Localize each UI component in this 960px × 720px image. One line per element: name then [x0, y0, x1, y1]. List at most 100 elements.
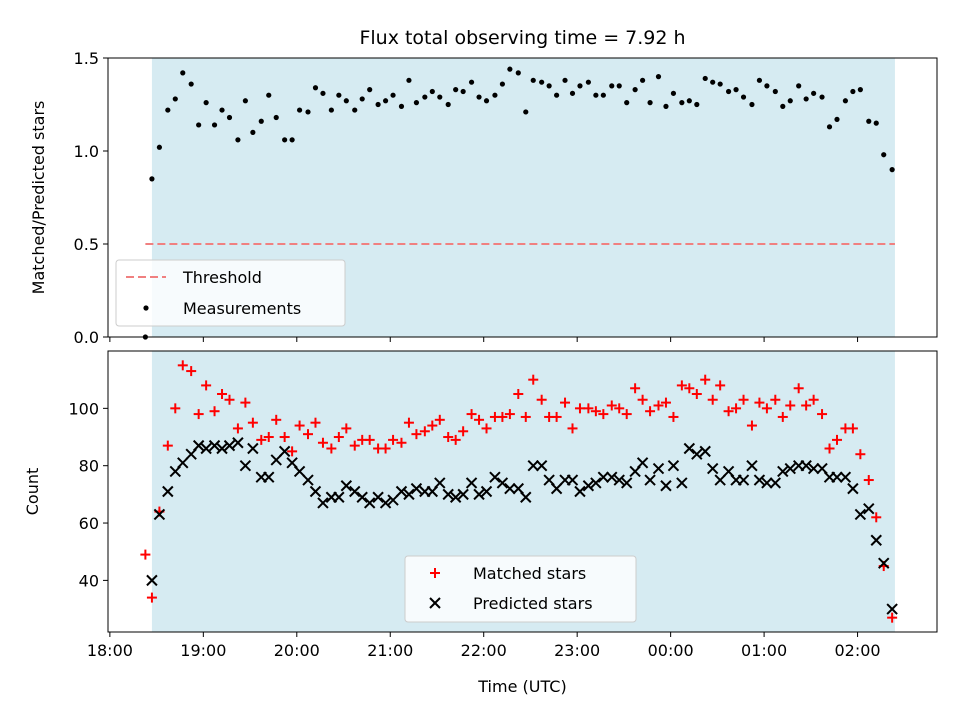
measurement-point	[609, 83, 615, 89]
y-tick-label: 60	[79, 514, 99, 533]
matched-star-point	[528, 374, 539, 385]
measurement-point	[819, 94, 825, 100]
predicted-star-point	[434, 477, 446, 489]
measurement-point	[585, 79, 591, 85]
top-y-axis-ticks: 0.0 0.5 1.0 1.5	[74, 49, 108, 347]
measurement-point	[811, 90, 817, 96]
matched-star-point	[731, 403, 742, 414]
matched-star-point	[754, 397, 765, 408]
predicted-star-point	[753, 474, 766, 486]
matched-star-point	[403, 417, 414, 428]
matched-star-point	[793, 383, 804, 394]
measurement-point	[624, 100, 630, 106]
predicted-star-point	[263, 471, 275, 483]
predicted-star-point	[574, 485, 586, 498]
measurement-point	[499, 81, 506, 87]
matched-star-point	[560, 397, 571, 408]
measurement-point	[266, 92, 272, 98]
measurement-point	[733, 87, 739, 93]
matched-star-point	[279, 432, 290, 443]
matched-star-point	[294, 420, 305, 431]
x-tick-label: 19:00	[180, 641, 226, 660]
matched-star-point	[691, 389, 702, 400]
matched-star-point	[177, 360, 188, 371]
matched-star-point	[303, 429, 314, 440]
predicted-star-point	[223, 439, 236, 452]
measurement-point	[562, 77, 568, 83]
matched-star-point	[427, 420, 438, 431]
predicted-star-point	[597, 471, 610, 483]
predicted-star-point	[473, 488, 485, 501]
measurement-point	[873, 120, 879, 126]
bottom-y-axis-label: Count	[23, 468, 42, 516]
measurement-point	[787, 98, 793, 104]
measurement-point	[219, 107, 225, 113]
predicted-star-point	[302, 474, 314, 486]
matched-star-point	[567, 423, 578, 434]
top-legend: Threshold Measurements	[115, 259, 346, 327]
measurement-point	[530, 77, 536, 83]
measurement-point	[569, 90, 576, 96]
matched-star-point	[630, 383, 641, 394]
matched-star-point	[380, 443, 391, 454]
measurement-point	[328, 107, 334, 113]
matched-star-point	[684, 383, 695, 394]
predicted-star-point	[699, 445, 711, 458]
predicted-star-point	[831, 471, 843, 483]
predicted-star-point	[644, 474, 656, 486]
measurement-point	[663, 103, 669, 109]
matched-star-point	[847, 423, 858, 434]
measurement-point	[756, 77, 763, 83]
bottom-axes-frame	[107, 350, 938, 633]
matched-star-point	[583, 403, 594, 414]
predicted-star-point	[582, 480, 595, 492]
predicted-star-point	[410, 482, 423, 495]
predicted-star-point	[457, 488, 469, 501]
matched-star-point	[256, 434, 267, 445]
measurement-point	[749, 101, 755, 108]
measurement-point	[476, 94, 482, 100]
measurement-point	[686, 98, 692, 104]
measurement-point	[515, 70, 521, 76]
predicted-star-point	[387, 494, 399, 506]
top-y-axis-label: Matched/Predicted stars	[29, 101, 48, 295]
predicted-star-point	[309, 485, 322, 498]
measurement-point	[305, 109, 311, 115]
top-legend-box	[115, 259, 346, 327]
matched-star-point	[801, 400, 812, 411]
predicted-star-point	[784, 462, 796, 475]
measurement-point	[600, 92, 606, 98]
matched-star-point	[676, 380, 687, 391]
matched-star-point	[551, 411, 562, 422]
predicted-star-point	[613, 474, 625, 486]
measurement-point	[725, 88, 732, 95]
measurement-point	[367, 87, 373, 93]
matched-star-point	[785, 400, 796, 411]
matched-star-point	[746, 420, 757, 431]
measurement-point	[296, 107, 303, 113]
measurement-point	[352, 107, 358, 113]
measurement-point	[740, 94, 747, 100]
matched-star-point	[871, 512, 882, 523]
matched-star-point	[637, 394, 648, 405]
x-axis-label: Time (UTC)	[477, 677, 566, 696]
matched-star-point	[466, 409, 477, 420]
bottom-x-axis-ticks: 18:00 19:00 20:00 21:00 22:00 23:00 00:00 01:00…	[87, 632, 881, 660]
x-tick-label: 22:00	[461, 641, 507, 660]
y-tick-label: 0.0	[74, 328, 99, 347]
legend-plus-marker	[430, 568, 440, 578]
predicted-star-point	[839, 471, 852, 483]
matched-star-point	[536, 394, 547, 405]
measurement-point	[343, 98, 349, 104]
predicted-star-point	[340, 480, 353, 492]
measurement-point	[422, 94, 428, 100]
measurement-point	[639, 77, 646, 83]
predicted-star-point	[667, 459, 680, 472]
matched-star-point	[723, 406, 734, 417]
matched-star-point	[247, 417, 258, 428]
measurement-point	[437, 94, 443, 100]
top-panel: 0.0 0.5 1.0 1.5 Flux total observing time =…	[29, 27, 938, 347]
predicted-star-point	[216, 442, 228, 455]
bottom-y-axis-ticks: 40 60 80 100	[68, 399, 108, 590]
predicted-star-point	[652, 462, 665, 475]
